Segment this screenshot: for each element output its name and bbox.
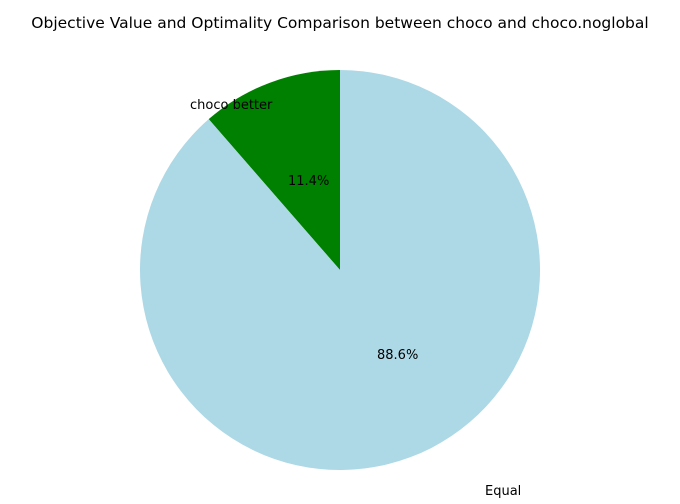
chart-title: Objective Value and Optimality Compariso… bbox=[31, 14, 648, 32]
pie-chart: choco better 11.4% Equal 88.6% bbox=[0, 40, 680, 504]
slice-label-1: Equal bbox=[485, 484, 521, 499]
slice-pct-1: 88.6% bbox=[377, 348, 418, 363]
pie-slice-1 bbox=[140, 70, 540, 470]
pie-svg bbox=[140, 70, 540, 470]
slice-pct-0: 11.4% bbox=[288, 174, 329, 189]
slice-label-0: choco better bbox=[190, 98, 272, 113]
